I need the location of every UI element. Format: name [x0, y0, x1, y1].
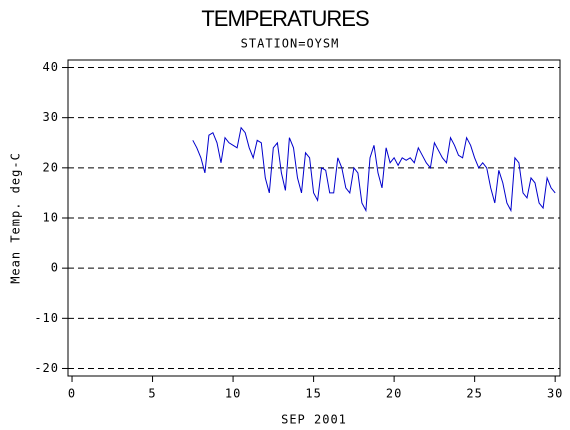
x-axis-label: SEP 2001 [281, 413, 347, 427]
x-tick-label: 5 [148, 387, 156, 401]
y-tick-label: 20 [43, 160, 59, 174]
x-tick-label: 30 [547, 387, 563, 401]
y-axis-label: Mean Temp. deg-C [9, 152, 23, 284]
x-tick-label: 10 [225, 387, 241, 401]
x-tick-label: 0 [68, 387, 76, 401]
y-tick-label: 0 [51, 261, 59, 275]
x-tick-label: 15 [305, 387, 321, 401]
x-tick-label: 20 [386, 387, 402, 401]
chart-subtitle: STATION=OYSM [241, 37, 340, 51]
y-tick-label: -10 [34, 311, 59, 325]
y-tick-label: -20 [34, 361, 59, 375]
chart-title: TEMPERATURES [201, 6, 369, 31]
data-line [192, 126, 556, 213]
x-tick-label: 25 [466, 387, 482, 401]
y-tick-label: 40 [43, 60, 59, 74]
y-tick-label: 30 [43, 110, 59, 124]
y-tick-label: 10 [43, 211, 59, 225]
